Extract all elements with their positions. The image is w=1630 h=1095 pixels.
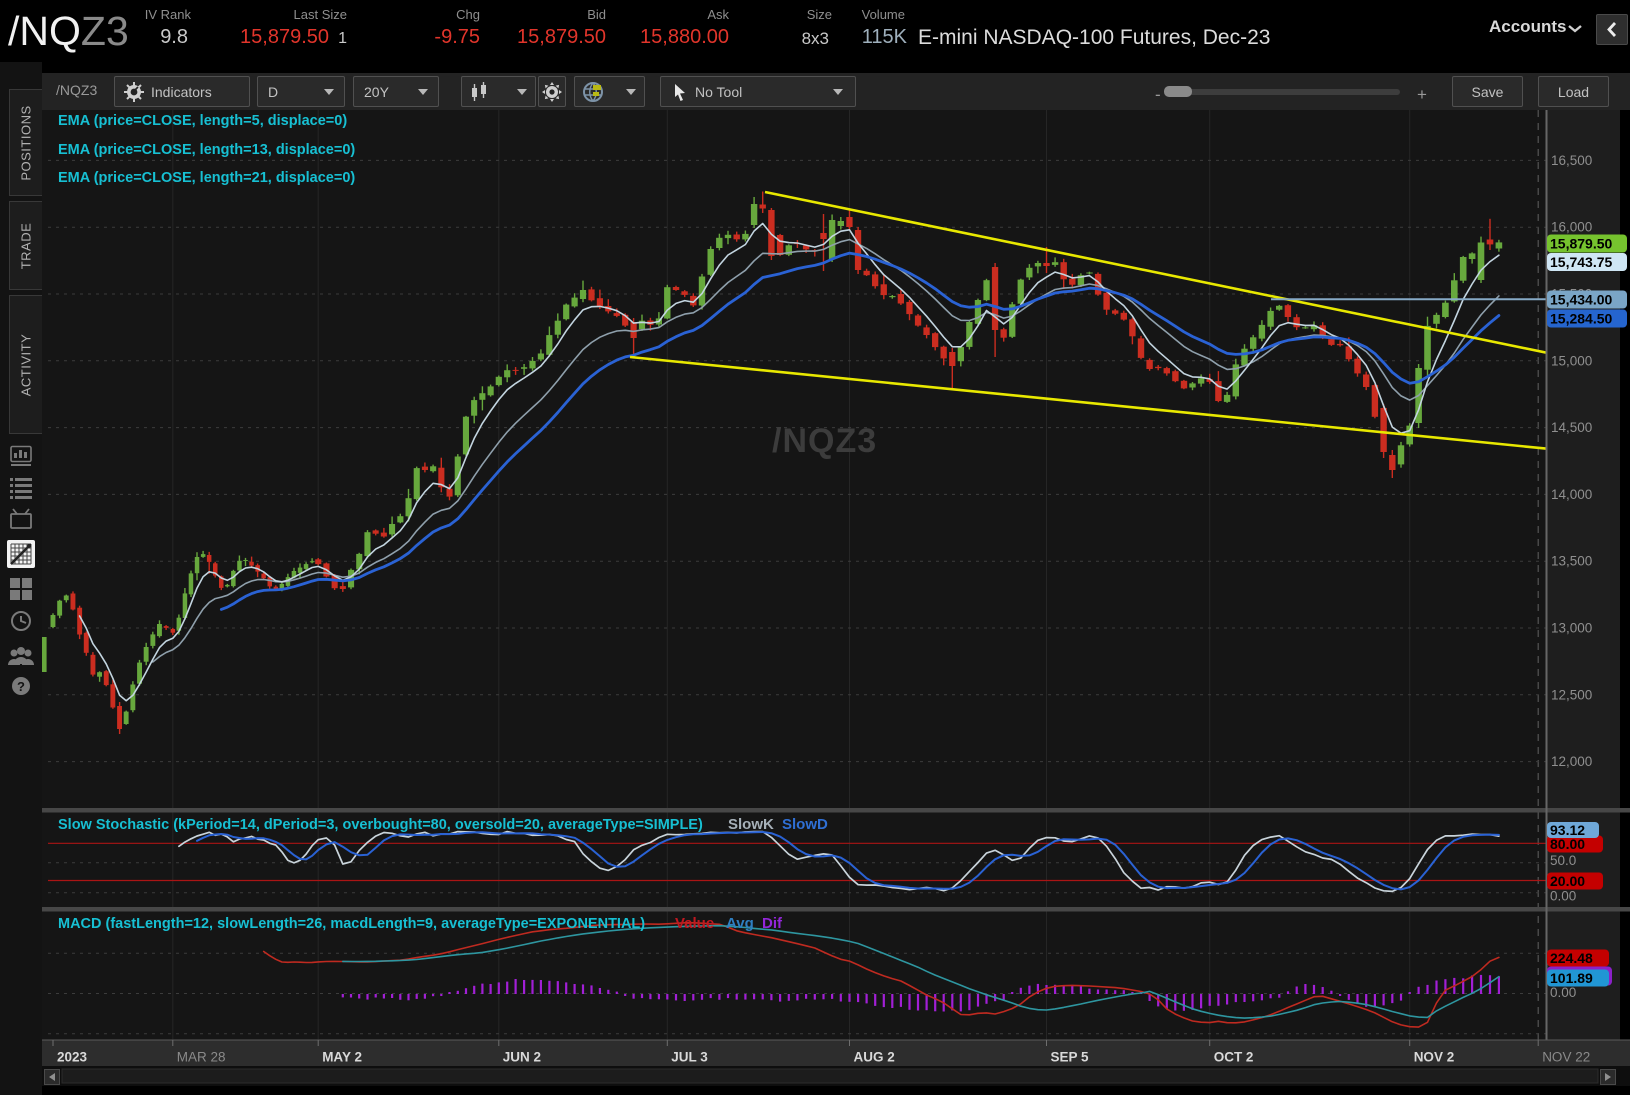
- svg-text:12,000: 12,000: [1551, 754, 1592, 769]
- svg-text:OCT 2: OCT 2: [1214, 1050, 1254, 1065]
- svg-text:SEP 5: SEP 5: [1051, 1050, 1090, 1065]
- svg-text:0.00: 0.00: [1550, 889, 1576, 904]
- svg-text:12,500: 12,500: [1551, 687, 1592, 702]
- svg-text:Avg: Avg: [726, 915, 754, 932]
- svg-text:JUL 3: JUL 3: [671, 1050, 708, 1065]
- svg-text:15,743.75: 15,743.75: [1550, 254, 1612, 270]
- svg-text:SlowK: SlowK: [728, 816, 774, 833]
- svg-text:0.00: 0.00: [1550, 985, 1576, 1000]
- svg-text:20.00: 20.00: [1550, 873, 1585, 889]
- svg-text:15,434.00: 15,434.00: [1550, 292, 1612, 308]
- svg-text:14,000: 14,000: [1551, 487, 1592, 502]
- svg-text:101.89: 101.89: [1550, 970, 1593, 986]
- svg-text:Dif: Dif: [762, 915, 783, 932]
- svg-text:/NQZ3: /NQZ3: [772, 422, 877, 460]
- svg-text:AUG 2: AUG 2: [854, 1050, 895, 1065]
- svg-text:?: ?: [17, 679, 25, 694]
- svg-text:224.48: 224.48: [1550, 950, 1593, 966]
- svg-text:15,284.50: 15,284.50: [1550, 311, 1612, 327]
- svg-text:NOV 22: NOV 22: [1542, 1050, 1590, 1065]
- svg-text:JUN 2: JUN 2: [503, 1050, 541, 1065]
- svg-text:EMA (price=CLOSE, length=5, di: EMA (price=CLOSE, length=5, displace=0): [58, 113, 347, 129]
- svg-text:Slow Stochastic (kPeriod=14, d: Slow Stochastic (kPeriod=14, dPeriod=3, …: [58, 817, 703, 833]
- svg-text:MAY 2: MAY 2: [322, 1050, 362, 1065]
- svg-text:13,500: 13,500: [1551, 554, 1592, 569]
- svg-text:14,500: 14,500: [1551, 420, 1592, 435]
- svg-text:16,500: 16,500: [1551, 153, 1592, 168]
- svg-text:MAR 28: MAR 28: [177, 1050, 226, 1065]
- svg-text:15,879.50: 15,879.50: [1550, 236, 1612, 252]
- svg-text:50.0: 50.0: [1550, 853, 1576, 868]
- svg-text:EMA (price=CLOSE, length=13, d: EMA (price=CLOSE, length=13, displace=0): [58, 142, 355, 158]
- svg-text:NOV 2: NOV 2: [1414, 1050, 1455, 1065]
- svg-text:16,000: 16,000: [1551, 220, 1592, 235]
- svg-text:SlowD: SlowD: [782, 816, 828, 833]
- svg-text:80.00: 80.00: [1550, 836, 1585, 852]
- svg-text:2023: 2023: [57, 1050, 88, 1065]
- svg-text:15,000: 15,000: [1551, 353, 1592, 368]
- svg-text:Value: Value: [675, 915, 714, 932]
- svg-text:13,000: 13,000: [1551, 621, 1592, 636]
- svg-text:MACD (fastLength=12, slowLengt: MACD (fastLength=12, slowLength=26, macd…: [58, 916, 645, 932]
- svg-text:EMA (price=CLOSE, length=21, d: EMA (price=CLOSE, length=21, displace=0): [58, 170, 355, 186]
- svg-text:93.12: 93.12: [1550, 822, 1585, 838]
